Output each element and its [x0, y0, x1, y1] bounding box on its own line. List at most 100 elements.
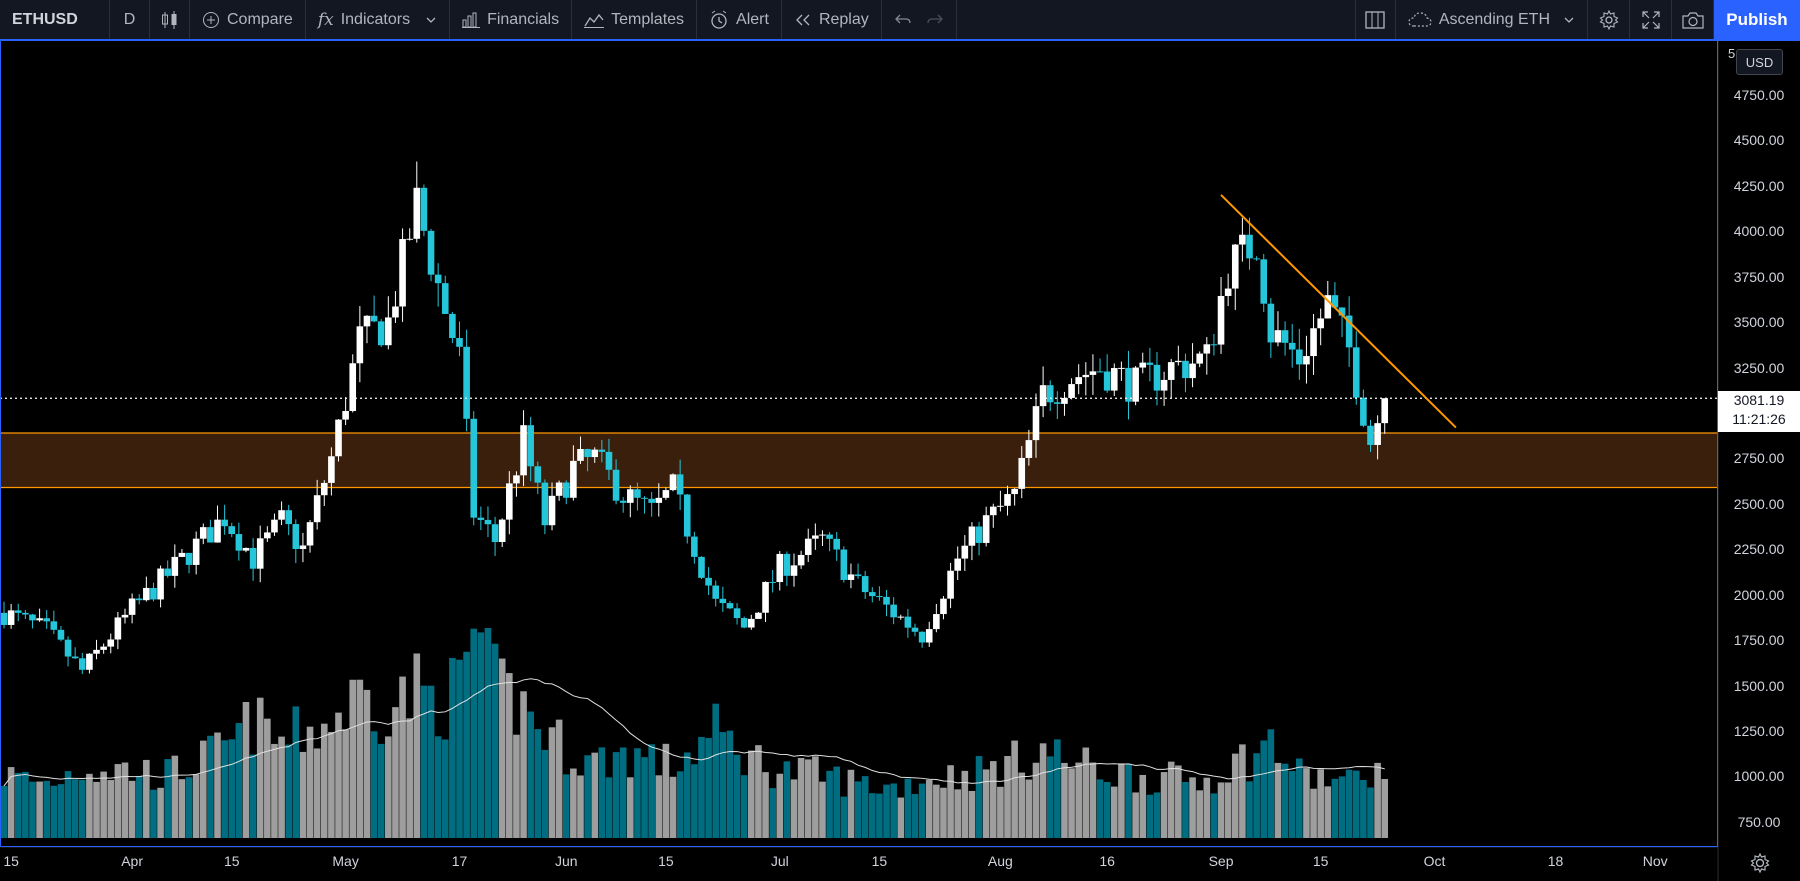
chevron-down-icon[interactable]: [1563, 16, 1575, 24]
candle-body: [513, 475, 520, 484]
candle-body: [100, 646, 107, 650]
axis-settings-gear-icon[interactable]: [1748, 851, 1772, 875]
plus-circle-icon: [203, 11, 219, 28]
candle-body: [1281, 330, 1289, 343]
chart-type-button[interactable]: [150, 0, 190, 39]
candle-body: [833, 538, 841, 550]
layout-name-button[interactable]: Ascending ETH: [1396, 0, 1588, 39]
indicators-button[interactable]: fx Indicators: [306, 0, 451, 39]
candle-body: [392, 306, 399, 318]
publish-button[interactable]: Publish: [1714, 0, 1800, 39]
volume-bar: [135, 775, 143, 838]
templates-button[interactable]: Templates: [572, 0, 698, 39]
volume-bar: [1324, 786, 1332, 838]
symbol-search-button[interactable]: ETHUSD: [0, 0, 110, 39]
candle-body: [1274, 330, 1282, 343]
candle-body: [598, 449, 606, 452]
candle-body: [925, 629, 933, 643]
candle-body: [1032, 406, 1040, 441]
volume-bar: [441, 739, 449, 838]
volume-bar: [1303, 768, 1310, 838]
candle-body: [769, 581, 776, 583]
time-tick-label: 17: [451, 853, 468, 869]
candle-body: [50, 621, 58, 630]
candle-body: [178, 552, 186, 557]
volume-bar: [313, 748, 321, 838]
volume-bar: [570, 768, 577, 838]
compare-button[interactable]: Compare: [190, 0, 306, 39]
financials-button[interactable]: Financials: [450, 0, 573, 39]
time-tick-label: Sep: [1208, 853, 1234, 869]
candle-body: [854, 574, 862, 577]
candle-body: [705, 577, 712, 586]
candle-body: [612, 469, 620, 501]
volume-bar: [1132, 792, 1139, 838]
toolbar-spacer: [957, 0, 1356, 39]
redo-icon[interactable]: [926, 13, 944, 27]
candle-body: [755, 612, 762, 619]
volume-bar: [1196, 790, 1203, 838]
volume-bar: [769, 788, 776, 838]
candle-body: [776, 553, 784, 583]
volume-bar: [954, 789, 961, 838]
candle-body: [947, 570, 954, 599]
volume-ma-line: [3, 678, 1385, 787]
settings-button[interactable]: [1588, 0, 1630, 39]
replay-button[interactable]: Replay: [782, 0, 882, 39]
fullscreen-icon: [1641, 10, 1660, 29]
candle-body: [1132, 367, 1139, 402]
candle-body: [1317, 318, 1324, 329]
undo-icon[interactable]: [894, 13, 912, 27]
volume-bar: [71, 779, 79, 838]
volume-bar: [1374, 762, 1381, 838]
candle-body: [534, 466, 542, 483]
candle-body: [548, 495, 556, 526]
interval-button[interactable]: D: [110, 0, 150, 39]
candle-body: [1018, 457, 1026, 489]
volume-bar: [1004, 756, 1011, 838]
time-tick-label: 15: [1312, 853, 1329, 869]
symbol-label: ETHUSD: [12, 10, 78, 28]
fullscreen-button[interactable]: [1630, 0, 1672, 39]
candle-body: [1103, 371, 1111, 391]
candle-body: [1054, 402, 1061, 404]
chevron-down-icon[interactable]: [425, 16, 437, 24]
volume-bar: [256, 697, 264, 838]
candle-body: [285, 510, 292, 525]
volume-bar: [506, 673, 513, 838]
rewind-icon: [796, 14, 810, 25]
templates-label: Templates: [611, 10, 685, 28]
volume-bar: [904, 778, 912, 838]
volume-bar: [292, 706, 300, 838]
volume-bar: [548, 727, 556, 838]
chart-canvas[interactable]: [0, 41, 1800, 881]
volume-bar: [7, 767, 15, 838]
candle-body: [86, 653, 93, 670]
price-tick-label: 1750.00: [1733, 632, 1785, 649]
candle-body: [1175, 360, 1182, 363]
candle-body: [868, 592, 876, 597]
snapshot-button[interactable]: [1672, 0, 1714, 39]
candle-body: [940, 598, 947, 615]
candle-body: [562, 482, 570, 498]
volume-bar: [249, 754, 257, 838]
candle-body: [975, 526, 983, 543]
volume-bar: [868, 793, 876, 838]
volume-bar: [1089, 762, 1097, 838]
price-tick-label: 750.00: [1737, 813, 1781, 830]
candle-body: [883, 596, 890, 605]
volume-bar: [662, 743, 670, 838]
alert-button[interactable]: Alert: [697, 0, 782, 39]
layout-button[interactable]: [1356, 0, 1396, 39]
currency-selector[interactable]: USD: [1736, 49, 1783, 75]
volume-bar: [541, 749, 549, 838]
candle-body: [1210, 344, 1218, 346]
volume-bar: [143, 759, 150, 838]
candle-body: [498, 519, 506, 542]
candle-body: [292, 524, 300, 549]
candle-body: [1331, 295, 1339, 308]
time-tick-label: 15: [3, 853, 19, 869]
volume-bar: [947, 765, 954, 838]
candle-body: [506, 483, 513, 520]
candle-body: [306, 522, 314, 546]
